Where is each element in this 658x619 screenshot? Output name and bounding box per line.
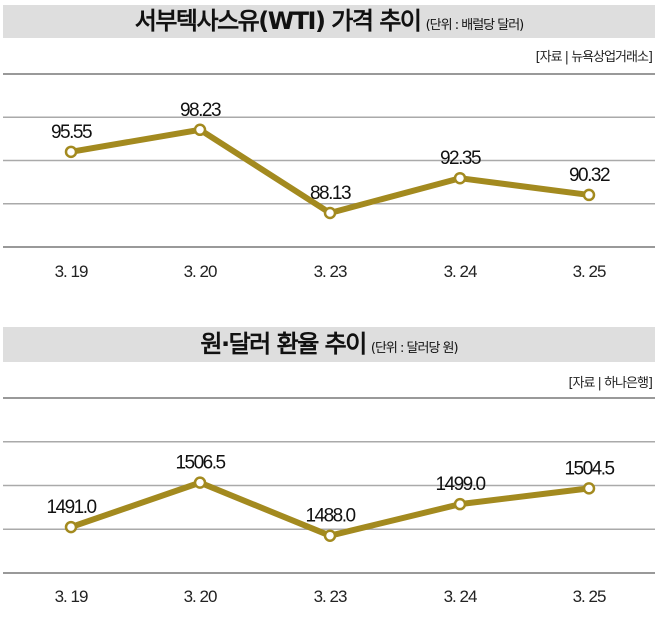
fx-data-point xyxy=(453,497,467,511)
fx-data-label: 1491.0 xyxy=(46,497,96,518)
fx-data-point xyxy=(582,482,596,495)
fx-x-tick-label: 3. 23 xyxy=(314,587,347,606)
fx-data-point xyxy=(323,529,337,542)
wti-x-tick-label: 3. 20 xyxy=(184,262,217,281)
wti-data-label: 98.23 xyxy=(180,100,221,121)
fx-data-point xyxy=(193,476,207,489)
wti-data-label: 90.32 xyxy=(569,165,610,186)
wti-x-tick-label: 3. 25 xyxy=(573,262,606,281)
wti-title: 서부텍사스유(WTI) 가격 추이 xyxy=(134,7,422,35)
wti-data-label: 88.13 xyxy=(310,183,351,204)
wti-source: [자료 | 뉴욕상업거래소] xyxy=(535,50,653,65)
wti-data-label: 95.55 xyxy=(51,122,92,143)
wti-data-label: 92.35 xyxy=(440,148,481,169)
fx-title-bar: 원·달러 환율 추이 (단위 : 달러당 원) xyxy=(3,327,655,362)
fx-data-label: 1488.0 xyxy=(305,506,355,527)
fx-title: 원·달러 환율 추이 xyxy=(200,330,367,358)
wti-data-point xyxy=(582,188,596,202)
fx-unit: (단위 : 달러당 원) xyxy=(370,341,459,356)
wti-x-tick-label: 3. 23 xyxy=(314,262,347,281)
fx-source: [자료 | 하나은행] xyxy=(568,376,653,391)
fx-data-point xyxy=(64,520,78,534)
fx-x-tick-label: 3. 25 xyxy=(573,587,606,606)
wti-unit: (단위 : 배럴당 달러) xyxy=(425,18,525,33)
fx-data-label: 1504.5 xyxy=(564,458,614,479)
fx-data-label: 1506.5 xyxy=(175,453,225,474)
wti-data-point xyxy=(453,171,467,185)
wti-x-tick-label: 3. 19 xyxy=(55,262,88,281)
fx-x-tick-label: 3. 19 xyxy=(55,587,88,606)
wti-data-point xyxy=(193,123,207,137)
wti-data-point xyxy=(323,206,337,220)
fx-x-tick-label: 3. 24 xyxy=(444,587,477,606)
wti-x-tick-label: 3. 24 xyxy=(444,262,477,281)
fx-x-tick-label: 3. 20 xyxy=(184,587,217,606)
wti-title-bar: 서부텍사스유(WTI) 가격 추이 (단위 : 배럴당 달러) xyxy=(3,5,655,38)
wti-data-point xyxy=(64,145,78,159)
fx-data-label: 1499.0 xyxy=(435,474,485,495)
